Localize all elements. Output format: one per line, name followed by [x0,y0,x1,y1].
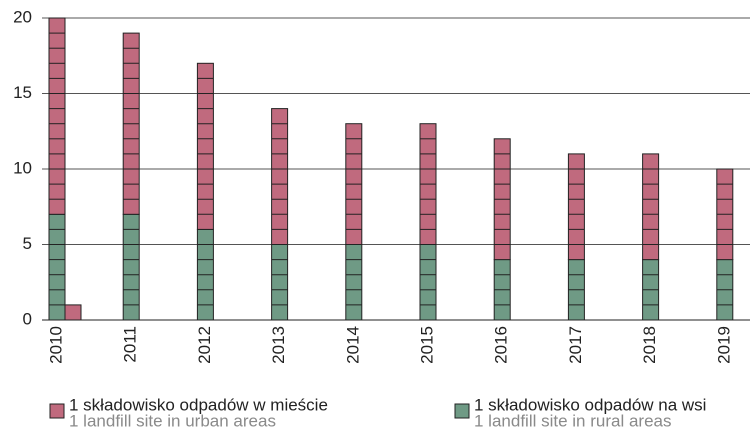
bar-segment [48,213,66,321]
y-tick-label: 5 [23,234,32,253]
bar-segment [48,17,66,215]
legend-swatch [49,403,65,419]
y-tick-label: 15 [13,83,32,102]
bar-segment [345,244,363,321]
bar-segment [271,244,289,321]
bar-segment [642,153,660,261]
bar-segment [122,213,140,321]
legend-label: 1 składowisko odpadów na wsi [474,395,706,414]
bar-segment [196,62,214,230]
x-tick-label: 2014 [343,326,362,364]
x-tick-label: 2016 [492,326,511,364]
legend-label: 1 składowisko odpadów w mieście [69,395,328,414]
x-tick-label: 2013 [269,326,288,364]
x-tick-label: 2019 [714,326,733,364]
x-tick-label: 2015 [417,326,436,364]
x-tick-label: 2012 [195,326,214,364]
x-tick-label: 2010 [46,326,65,364]
x-tick-label: 2018 [640,326,659,364]
legend-sublabel: 1 landfill site in urban areas [69,411,276,429]
y-tick-label: 20 [13,7,32,26]
x-tick-label: 2017 [566,326,585,364]
y-tick-label: 0 [23,309,32,328]
legend-sublabel: 1 landfill site in rural areas [474,411,671,429]
bar-segment [271,108,289,245]
x-tick-label: 2011 [121,326,140,363]
bar-segment [419,244,437,321]
y-tick-label: 10 [13,158,32,177]
legend-swatch [454,403,470,419]
bar-segment [64,304,82,321]
bar-segment [567,153,585,261]
